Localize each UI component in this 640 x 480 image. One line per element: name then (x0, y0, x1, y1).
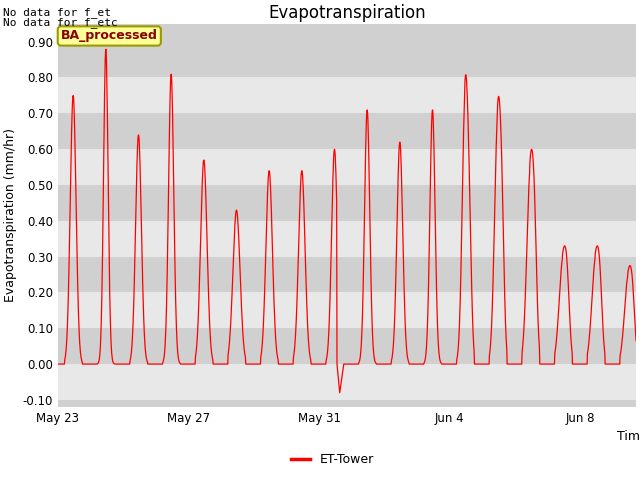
X-axis label: Time: Time (617, 430, 640, 443)
Bar (58, 364, 636, 400)
Bar (58, 257, 636, 292)
Bar (58, 185, 636, 221)
Bar (58, 113, 636, 149)
Y-axis label: Evapotranspiration (mm/hr): Evapotranspiration (mm/hr) (4, 128, 17, 302)
Bar (58, 221, 636, 257)
Bar (58, 292, 636, 328)
Bar (58, 328, 636, 364)
Title: Evapotranspiration: Evapotranspiration (268, 4, 426, 22)
Text: BA_processed: BA_processed (61, 29, 157, 42)
Bar (58, 77, 636, 113)
Bar (58, 42, 636, 77)
Text: No data for f_etc: No data for f_etc (3, 17, 118, 28)
Legend: ET-Tower: ET-Tower (286, 448, 380, 471)
Bar (58, 149, 636, 185)
Text: No data for f_et: No data for f_et (3, 7, 111, 18)
